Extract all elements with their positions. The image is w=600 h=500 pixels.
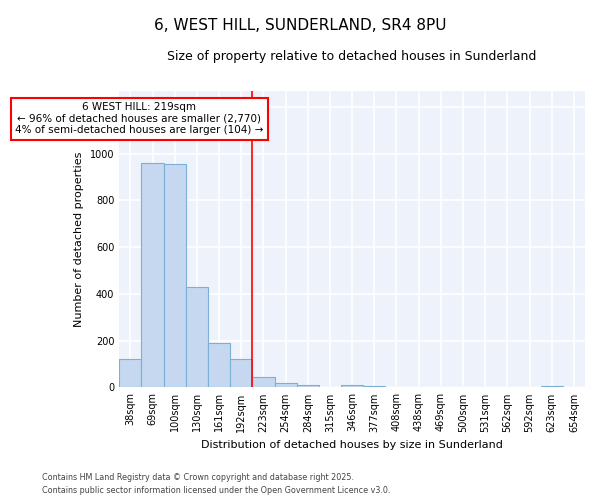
Bar [208,343,230,388]
Bar [363,386,385,388]
Text: 6 WEST HILL: 219sqm
← 96% of detached houses are smaller (2,770)
4% of semi-deta: 6 WEST HILL: 219sqm ← 96% of detached ho… [15,102,263,136]
Bar [230,360,253,388]
Title: Size of property relative to detached houses in Sunderland: Size of property relative to detached ho… [167,50,537,63]
Bar [341,384,363,388]
Bar [275,383,296,388]
Bar [142,163,164,388]
X-axis label: Distribution of detached houses by size in Sunderland: Distribution of detached houses by size … [201,440,503,450]
Text: Contains HM Land Registry data © Crown copyright and database right 2025.
Contai: Contains HM Land Registry data © Crown c… [42,474,391,495]
Bar [541,386,563,388]
Y-axis label: Number of detached properties: Number of detached properties [74,152,84,326]
Text: 6, WEST HILL, SUNDERLAND, SR4 8PU: 6, WEST HILL, SUNDERLAND, SR4 8PU [154,18,446,32]
Bar [164,164,186,388]
Bar [186,287,208,388]
Bar [253,377,275,388]
Bar [296,384,319,388]
Bar [119,360,142,388]
